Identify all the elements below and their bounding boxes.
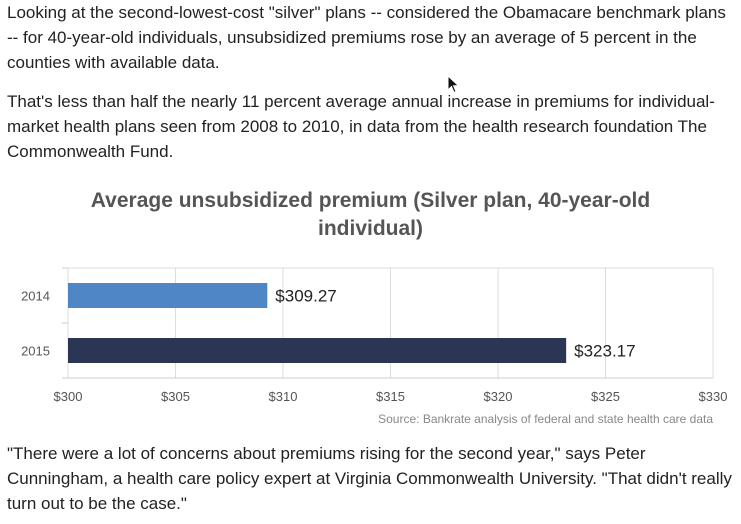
mouse-pointer-icon bbox=[447, 75, 460, 94]
bar-chart: $300 $305 $310 $315 $320 $325 $330 2014 $309.27 2… bbox=[21, 267, 727, 426]
article-paragraph-3: "There were a lot of concerns about prem… bbox=[7, 444, 732, 513]
bar-value-label: $323.17 bbox=[574, 342, 635, 361]
bar-2014 bbox=[68, 283, 268, 308]
chart-bars bbox=[68, 283, 567, 363]
article-paragraph-1: Looking at the second-lowest-cost "silve… bbox=[7, 3, 726, 72]
chart-title-container: Average unsubsidized premium (Silver pla… bbox=[0, 187, 741, 243]
article-paragraph-2: That's less than half the nearly 11 perc… bbox=[7, 92, 715, 161]
chart-labels: $300 $305 $310 $315 $320 $325 $330 2014 $309.27 2… bbox=[21, 287, 727, 405]
x-tick-label: $310 bbox=[269, 389, 298, 404]
x-tick-label: $330 bbox=[699, 389, 728, 404]
y-category-label: 2014 bbox=[21, 289, 50, 304]
x-tick-label: $320 bbox=[484, 389, 513, 404]
x-tick-label: $325 bbox=[591, 389, 620, 404]
bar-2015 bbox=[68, 338, 567, 363]
chart-source: Source: Bankrate analysis of federal and… bbox=[378, 412, 713, 426]
x-tick-label: $305 bbox=[161, 389, 190, 404]
bar-value-label: $309.27 bbox=[275, 287, 336, 306]
y-category-label: 2015 bbox=[21, 344, 50, 359]
x-tick-label: $315 bbox=[376, 389, 405, 404]
chart-title: Average unsubsidized premium (Silver pla… bbox=[90, 189, 651, 240]
x-tick-label: $300 bbox=[54, 389, 83, 404]
